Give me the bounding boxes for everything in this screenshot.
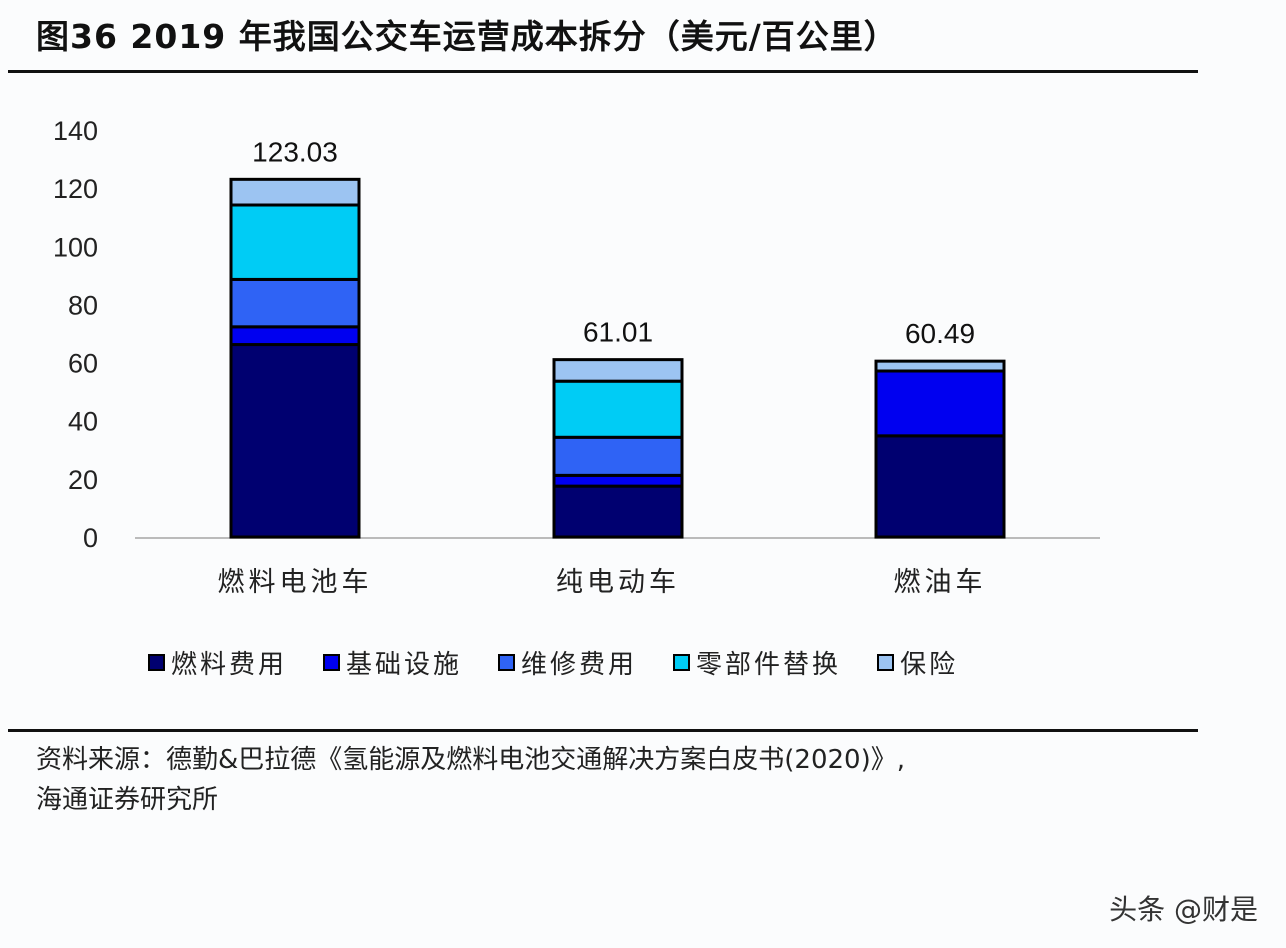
legend-swatch	[673, 654, 691, 671]
legend-swatch	[877, 654, 895, 671]
legend-swatch	[148, 654, 165, 671]
legend-item: 燃料费用	[148, 644, 287, 681]
bar-segment-基础设施	[874, 369, 1006, 438]
bar-segment-燃料费用	[552, 484, 684, 539]
y-tick-label: 20	[68, 465, 98, 495]
source-line-2: 海通证券研究所	[36, 785, 219, 815]
bar-segment-零部件替换	[552, 379, 684, 439]
y-tick-label: 80	[68, 290, 98, 320]
legend-item: 基础设施	[323, 644, 462, 681]
legend-swatch	[323, 654, 341, 671]
bar-total-label: 60.49	[905, 318, 975, 349]
bar-segment-维修费用	[552, 435, 684, 477]
source-note: 资料来源：德勤&巴拉德《氢能源及燃料电池交通解决方案白皮书(2020)》, 海通…	[36, 740, 905, 820]
x-category-label: 纯电动车	[556, 567, 680, 598]
bar-segment-基础设施	[229, 325, 361, 347]
bar-segment-保险	[229, 177, 361, 207]
bar-segment-燃料费用	[229, 343, 361, 539]
chart-title: 图36 2019 年我国公交车运营成本拆分（美元/百公里）	[36, 17, 898, 56]
y-tick-label: 40	[68, 407, 98, 437]
y-tick-label: 100	[53, 232, 98, 262]
bar-segment-基础设施	[552, 473, 684, 488]
y-tick-label: 120	[53, 174, 98, 204]
legend-label: 基础设施	[346, 650, 463, 680]
legend-label: 燃料费用	[171, 650, 288, 680]
legend-label: 维修费用	[521, 650, 638, 680]
legend: 燃料费用 基础设施 维修费用 零部件替换 保险	[148, 644, 958, 681]
source-divider	[8, 729, 1198, 732]
x-category-label: 燃油车	[894, 567, 987, 598]
bar-segment-零部件替换	[229, 203, 361, 281]
title-divider	[8, 70, 1198, 73]
legend-item: 保险	[877, 644, 958, 681]
bar-total-label: 123.03	[252, 136, 338, 167]
x-category-label: 燃料电池车	[218, 567, 373, 598]
bar-segment-保险	[874, 359, 1006, 373]
legend-swatch	[498, 654, 516, 671]
legend-label: 保险	[900, 650, 959, 680]
watermark: 头条 @财是	[1109, 893, 1258, 926]
bar-segment-保险	[552, 358, 684, 383]
legend-item: 维修费用	[498, 644, 637, 681]
legend-item: 零部件替换	[673, 644, 841, 681]
bar-segment-维修费用	[229, 277, 361, 329]
y-tick-label: 0	[83, 523, 98, 553]
source-line-1: 资料来源：德勤&巴拉德《氢能源及燃料电池交通解决方案白皮书(2020)》,	[36, 745, 905, 775]
stacked-bar-chart: 0 20 40 60 80 100 120 140 123.03 燃料电池车 61.01 纯电动车 60…	[53, 116, 1100, 598]
bar-total-label: 61.01	[583, 317, 653, 348]
y-tick-label: 60	[68, 349, 98, 379]
bar-segment-燃料费用	[874, 434, 1006, 539]
legend-label: 零部件替换	[696, 650, 842, 680]
y-tick-label: 140	[53, 116, 98, 146]
